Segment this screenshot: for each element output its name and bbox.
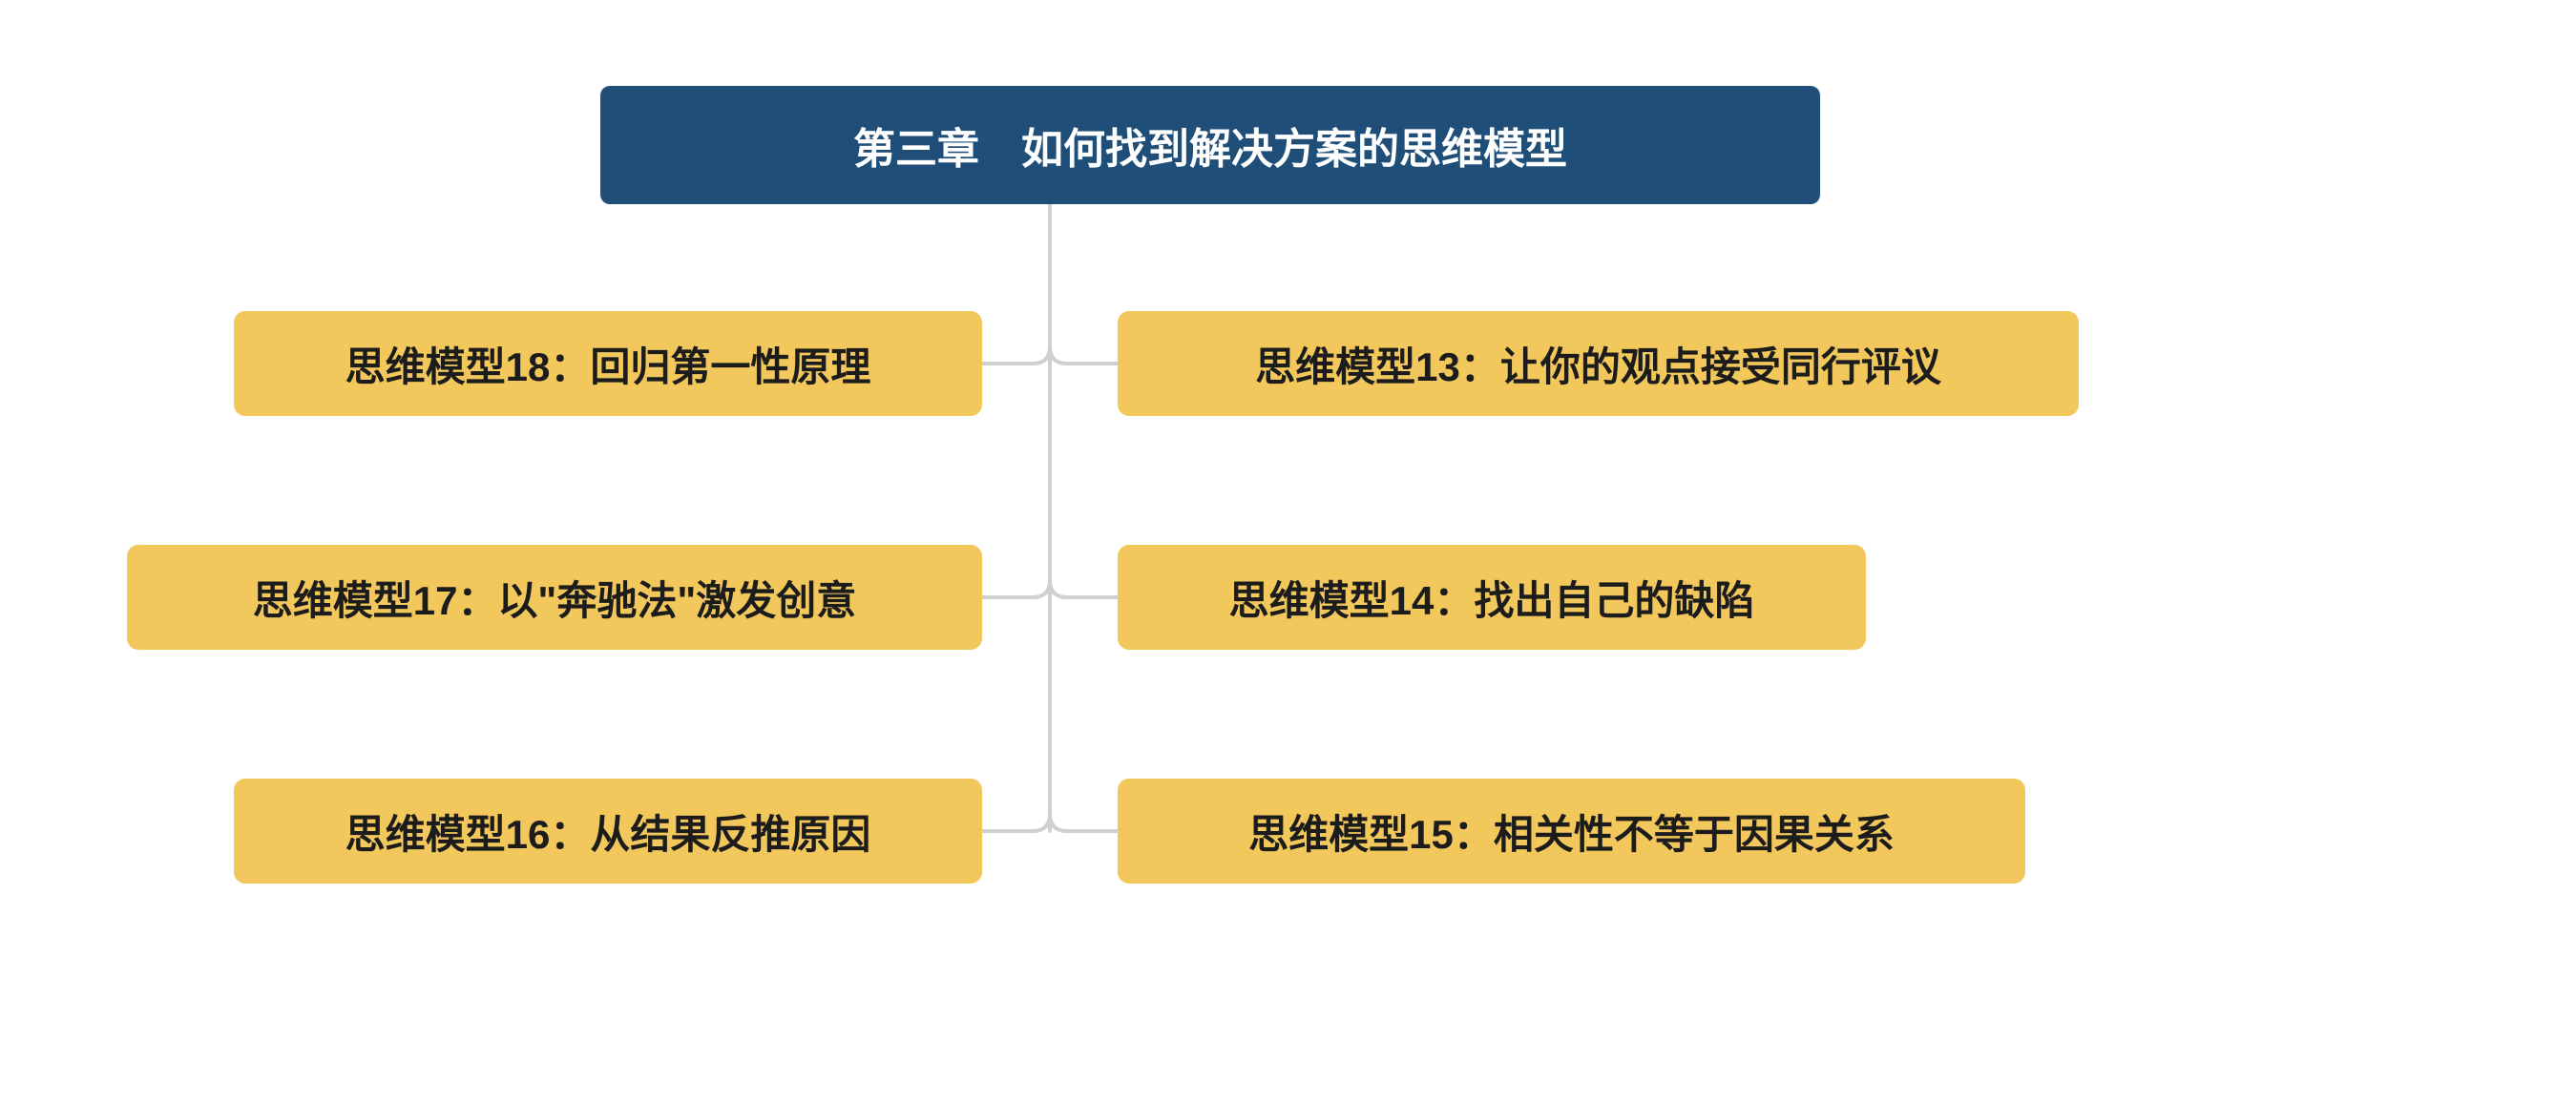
right-node-label-2: 思维模型15：相关性不等于因果关系 [1248,802,1895,861]
right-node-label-0: 思维模型13：让你的观点接受同行评议 [1255,335,1941,393]
left-node-label-1: 思维模型17：以"奔驰法"激发创意 [253,569,857,627]
left-node-label-0: 思维模型18：回归第一性原理 [346,335,871,393]
right-node-2: 思维模型15：相关性不等于因果关系 [1118,779,2025,884]
root-label: 第三章 如何找到解决方案的思维模型 [853,114,1567,176]
right-node-0: 思维模型13：让你的观点接受同行评议 [1118,311,2079,416]
right-node-1: 思维模型14：找出自己的缺陷 [1118,545,1866,650]
left-node-0: 思维模型18：回归第一性原理 [234,311,982,416]
left-node-label-2: 思维模型16：从结果反推原因 [346,802,871,861]
left-node-1: 思维模型17：以"奔驰法"激发创意 [127,545,982,650]
left-node-2: 思维模型16：从结果反推原因 [234,779,982,884]
right-node-label-1: 思维模型14：找出自己的缺陷 [1229,569,1755,627]
root-node: 第三章 如何找到解决方案的思维模型 [600,86,1820,204]
